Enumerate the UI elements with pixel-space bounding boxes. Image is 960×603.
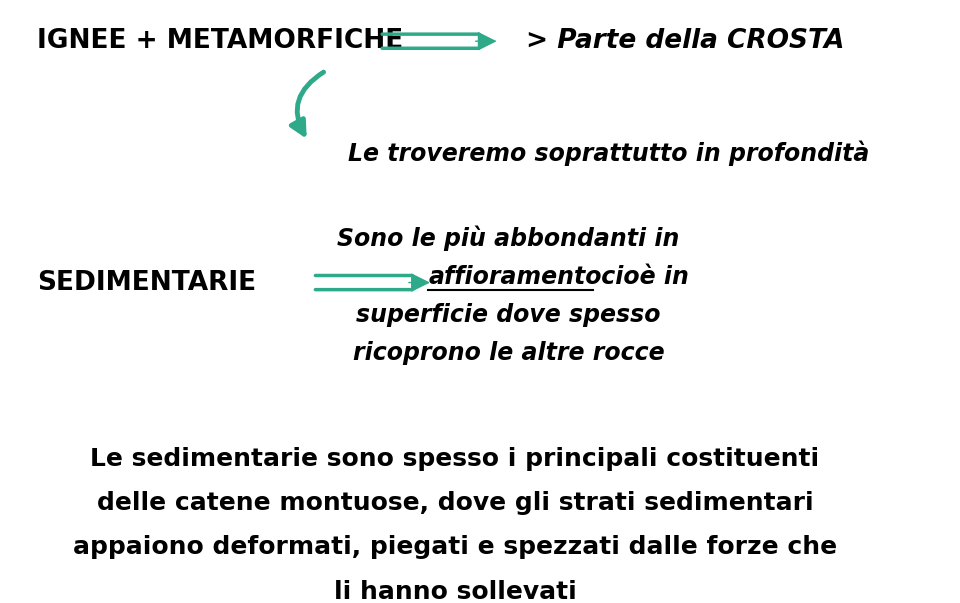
Text: superficie dove spesso: superficie dove spesso — [356, 303, 660, 327]
Text: li hanno sollevati: li hanno sollevati — [334, 579, 576, 603]
Text: Le troveremo soprattutto in profondità: Le troveremo soprattutto in profondità — [348, 140, 870, 166]
Text: IGNEE + METAMORFICHE: IGNEE + METAMORFICHE — [36, 28, 403, 54]
Text: cioè in: cioè in — [593, 265, 688, 289]
Text: SEDIMENTARIE: SEDIMENTARIE — [36, 270, 256, 295]
Text: Le sedimentarie sono spesso i principali costituenti: Le sedimentarie sono spesso i principali… — [90, 447, 820, 471]
Text: delle catene montuose, dove gli strati sedimentari: delle catene montuose, dove gli strati s… — [97, 491, 813, 516]
Text: Sono le più abbondanti in: Sono le più abbondanti in — [337, 226, 680, 251]
Text: > Parte della CROSTA: > Parte della CROSTA — [526, 28, 845, 54]
Text: ricoprono le altre rocce: ricoprono le altre rocce — [352, 341, 664, 365]
Text: appaiono deformati, piegati e spezzati dalle forze che: appaiono deformati, piegati e spezzati d… — [73, 535, 837, 560]
Text: affioramento: affioramento — [428, 265, 602, 289]
